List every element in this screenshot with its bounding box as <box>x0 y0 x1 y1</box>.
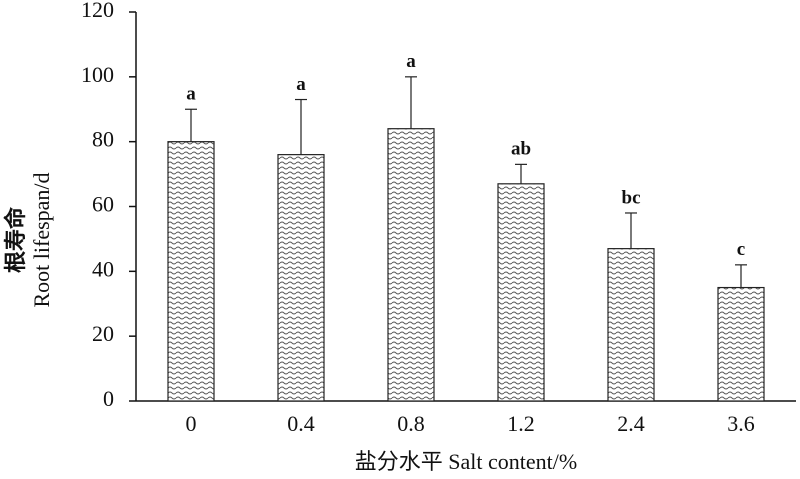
significance-label: a <box>186 84 196 105</box>
x-tick-label: 0.4 <box>287 411 315 436</box>
significance-label: bc <box>622 187 641 208</box>
y-tick-label: 120 <box>81 0 114 22</box>
significance-label: c <box>737 239 745 260</box>
x-tick-label: 3.6 <box>727 411 755 436</box>
bar <box>717 286 765 402</box>
bar <box>277 154 325 402</box>
bar <box>167 141 215 402</box>
significance-label: a <box>296 74 306 95</box>
x-label: 盐分水平 Salt content/% <box>355 449 577 474</box>
x-tick-label: 1.2 <box>507 411 535 436</box>
y-label: Root lifespan/d <box>29 172 54 307</box>
y-tick-label: 60 <box>92 192 114 217</box>
y-tick-label: 80 <box>92 127 114 152</box>
x-tick-label: 0.8 <box>397 411 425 436</box>
x-tick-label: 2.4 <box>617 411 645 436</box>
y-tick-label: 100 <box>81 62 114 87</box>
y-tick-label: 40 <box>92 256 114 281</box>
significance-label: ab <box>511 139 531 160</box>
bar <box>387 128 435 402</box>
y-label: 根寿命 <box>3 206 28 273</box>
y-tick-label: 0 <box>103 386 114 411</box>
bar <box>497 183 545 402</box>
y-tick-label: 20 <box>92 321 114 346</box>
x-tick-label: 0 <box>186 411 197 436</box>
bar <box>607 248 655 402</box>
significance-label: a <box>406 51 416 72</box>
